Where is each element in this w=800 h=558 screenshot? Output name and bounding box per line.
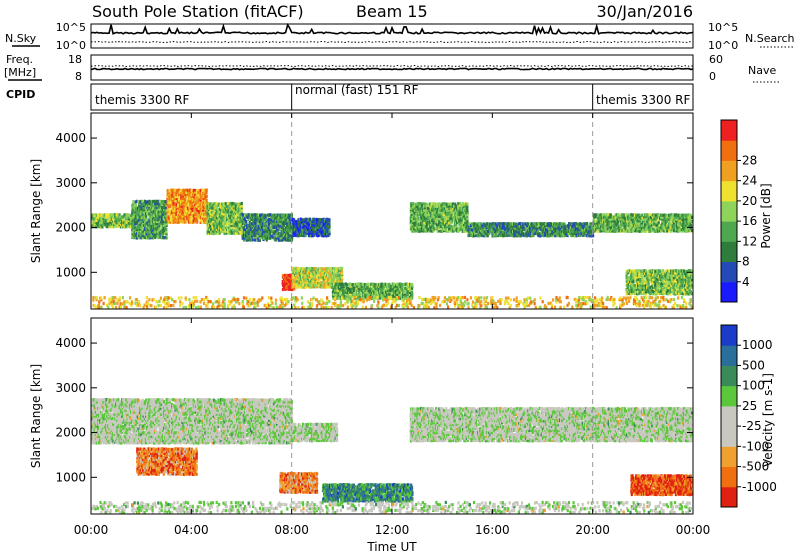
power-cell — [427, 203, 429, 206]
nave-tick-bottom: 0 — [709, 70, 716, 83]
power-cell — [241, 202, 243, 205]
cpid-segment-1: themis 3300 RF — [95, 93, 189, 107]
noise-tick-top-left: 10^5 — [56, 21, 86, 34]
power-cell — [206, 199, 208, 202]
power-cell — [105, 213, 107, 216]
power-cell — [166, 236, 168, 239]
nave-trace — [91, 66, 693, 67]
beam-label: Beam 15 — [356, 2, 428, 21]
freq-tick-bottom: 8 — [75, 70, 82, 83]
power-cell — [254, 238, 256, 241]
power-cell — [515, 223, 517, 226]
freq-label: Freq. — [6, 53, 33, 66]
nave-label: Nave — [748, 64, 776, 77]
power-cell — [265, 226, 267, 229]
power-cell — [411, 291, 413, 294]
power-cell — [346, 283, 348, 286]
power-cell — [328, 230, 330, 233]
power-cell — [412, 202, 414, 205]
noise-tick-bottom-right: 10^0 — [708, 39, 738, 52]
nsearch-label: N.Search — [745, 32, 795, 45]
freq-tick-top: 18 — [68, 53, 82, 66]
date-label: 30/Jan/2016 — [596, 2, 693, 21]
power-cell — [360, 293, 362, 296]
power-cell — [165, 228, 167, 231]
freq-trace — [91, 68, 693, 69]
cpid-panel: CPID themis 3300 RF normal (fast) 151 RF… — [6, 83, 693, 110]
power-cell — [263, 222, 265, 225]
power-cell — [245, 220, 247, 223]
nave-tick-top: 60 — [709, 53, 723, 66]
power-cell — [642, 229, 644, 232]
power-cell — [466, 203, 468, 206]
nsearch-trace — [91, 42, 693, 43]
power-cell — [341, 267, 343, 270]
power-cell — [135, 204, 137, 207]
power-cell — [206, 195, 208, 198]
noise-panel: N.Sky 10^5 10^0 10^5 10^0 N.Search — [5, 21, 795, 52]
power-cell — [586, 222, 588, 225]
power-cell — [206, 189, 208, 192]
power-cell — [328, 218, 330, 221]
noise-tick-bottom-left: 10^0 — [56, 39, 86, 52]
freq-unit-label: [MHz] — [4, 66, 36, 79]
noise-tick-top-right: 10^5 — [708, 21, 738, 34]
cpid-label: CPID — [6, 88, 35, 101]
nsky-trace — [91, 25, 693, 34]
power-cell — [309, 218, 311, 221]
cpid-segment-2: normal (fast) 151 RF — [295, 83, 419, 97]
power-cell — [411, 283, 413, 286]
power-cell — [618, 213, 620, 216]
power-cell — [149, 235, 151, 238]
frequency-panel: Freq. [MHz] 18 8 60 0 Nave — [4, 53, 780, 83]
nsky-label: N.Sky — [5, 32, 37, 45]
plot-title: South Pole Station (fitACF) — [92, 2, 304, 21]
cpid-segment-3: themis 3300 RF — [596, 93, 690, 107]
power-cell — [388, 293, 390, 296]
power-heatmap — [91, 189, 693, 310]
power-cell — [119, 213, 121, 216]
power-cell — [269, 213, 271, 216]
